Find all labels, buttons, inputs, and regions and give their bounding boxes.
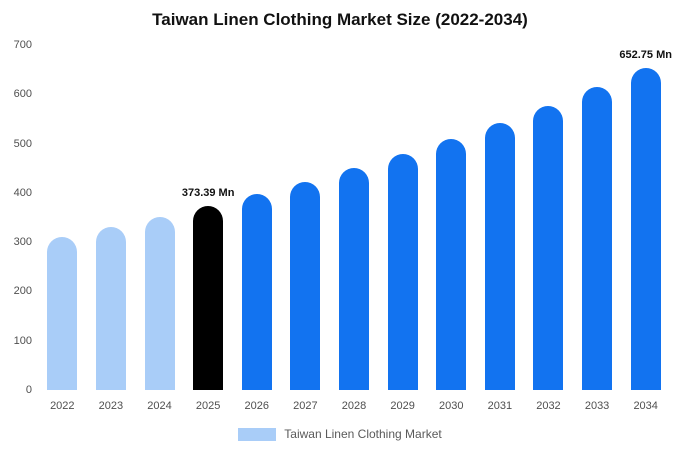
- bar: [338, 168, 369, 390]
- x-tick-label: 2023: [98, 400, 124, 412]
- bar: [582, 87, 613, 390]
- x-tick-label: 2022: [50, 400, 75, 412]
- bar-column: 2033: [573, 45, 622, 412]
- legend-label: Taiwan Linen Clothing Market: [284, 427, 442, 441]
- x-tick-label: 2030: [438, 400, 464, 412]
- bar: [533, 105, 564, 390]
- bar-column: 2029: [378, 45, 427, 412]
- y-tick-label: 0: [25, 384, 32, 396]
- x-tick-label: 2033: [584, 400, 610, 412]
- chart-title: Taiwan Linen Clothing Market Size (2022-…: [152, 10, 528, 29]
- bar-column: 2031: [476, 45, 525, 412]
- x-tick-label: 2032: [536, 400, 561, 412]
- bar-column: 652.75 Mn 2034: [619, 45, 672, 412]
- y-tick-label: 100: [13, 334, 32, 347]
- x-tick-label: 2028: [341, 400, 367, 412]
- bar: [484, 122, 515, 390]
- bar-column: 2027: [281, 45, 330, 412]
- bar-column: 2024: [135, 45, 184, 412]
- bar-value-label: 373.39 Mn: [181, 186, 235, 199]
- y-tick-label: 500: [13, 137, 32, 150]
- bar-column: 2023: [87, 45, 136, 412]
- bar-column: 2032: [524, 45, 573, 412]
- bar-column: 2026: [232, 45, 281, 412]
- bar: [95, 227, 126, 390]
- y-tick-label: 700: [13, 39, 32, 51]
- plot-area: 0 100 200 300 400 500 600 700 2022 2023 2024 373.39…: [14, 39, 672, 412]
- bar: [387, 153, 418, 390]
- bar-column: 2028: [330, 45, 379, 412]
- bar: [144, 217, 175, 390]
- legend-swatch: [238, 427, 277, 441]
- bar-column: 2022: [38, 45, 87, 412]
- y-tick-label: 400: [13, 186, 32, 199]
- x-tick-label: 2025: [195, 400, 221, 412]
- bar-column: 2030: [427, 45, 476, 412]
- bar: [241, 194, 272, 390]
- bar: [47, 237, 78, 390]
- y-tick-label: 600: [13, 88, 32, 101]
- bar: [436, 139, 467, 390]
- x-tick-label: 2024: [147, 400, 172, 412]
- bar: [193, 205, 224, 390]
- bar-column: 373.39 Mn 2025: [181, 45, 235, 412]
- y-tick-label: 200: [13, 285, 32, 298]
- bar: [630, 68, 661, 390]
- x-tick-label: 2034: [633, 400, 658, 412]
- bar-value-label: 652.75 Mn: [619, 49, 672, 62]
- bar: [290, 181, 321, 390]
- x-tick-label: 2026: [244, 400, 269, 412]
- x-tick-label: 2031: [487, 400, 513, 412]
- y-tick-label: 300: [13, 236, 32, 249]
- x-tick-label: 2027: [293, 400, 318, 412]
- x-tick-label: 2029: [390, 400, 415, 412]
- legend: Taiwan Linen Clothing Market: [0, 427, 680, 441]
